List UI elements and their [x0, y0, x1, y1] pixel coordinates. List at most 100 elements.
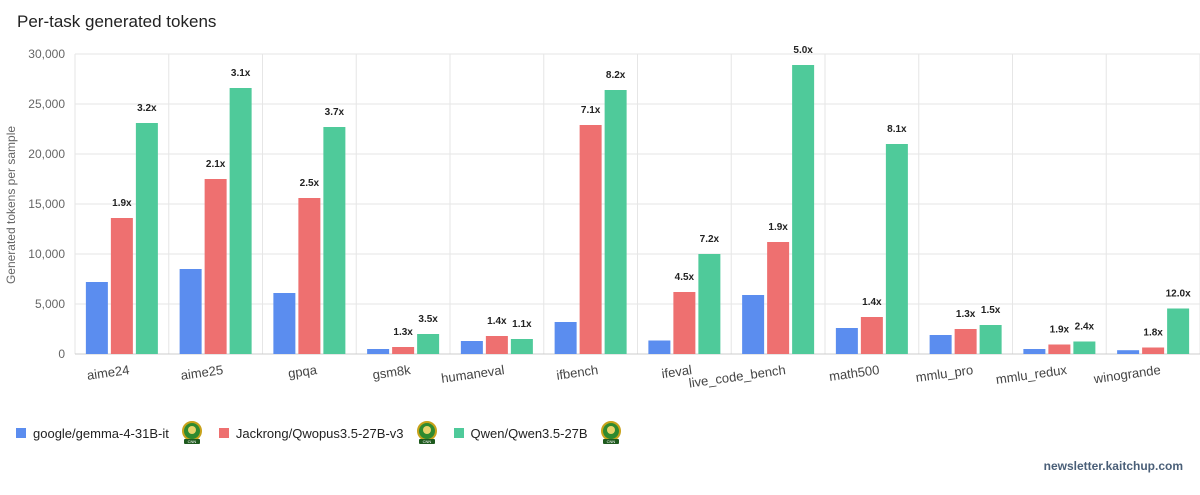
- y-tick-label: 15,000: [28, 197, 65, 211]
- bar-aime24-0[interactable]: [85, 282, 108, 354]
- legend-label-qwen: Qwen/Qwen3.5-27B: [470, 425, 588, 441]
- ratio-label-qwen: 3.1x: [231, 68, 251, 79]
- bar-mmlu_redux-1[interactable]: [1048, 344, 1071, 355]
- y-axis: 0 5,000 10,000 15,000 20,000 25,000 30,000: [28, 47, 65, 361]
- x-tick-label: aime24: [86, 362, 130, 383]
- x-tick-label: mmlu_redux: [995, 362, 1068, 387]
- grid-lines: [74, 53, 1200, 355]
- bar-ifeval-2[interactable]: [698, 254, 721, 354]
- legend-swatch-gemma: [16, 428, 26, 438]
- bar-ifbench-0[interactable]: [554, 322, 577, 354]
- ratio-label-qwen: 1.1x: [512, 319, 532, 330]
- ratio-label-jackrong: 1.3x: [393, 327, 413, 338]
- legend-item-jackrong[interactable]: Jackrong/Qwopus3.5-27B-v3 CNN: [218, 420, 438, 446]
- ratio-label-qwen: 2.4x: [1075, 322, 1095, 333]
- bar-aime25-2[interactable]: [229, 88, 252, 354]
- bar-aime24-2[interactable]: [135, 123, 158, 354]
- x-tick-label: math500: [828, 362, 880, 384]
- svg-text:CNN: CNN: [188, 439, 197, 444]
- bar-aime25-0[interactable]: [179, 269, 202, 354]
- bar-humaneval-2[interactable]: [510, 339, 533, 354]
- x-tick-label: aime25: [180, 362, 224, 383]
- y-tick-label: 25,000: [28, 97, 65, 111]
- bar-winogrande-0[interactable]: [1117, 350, 1140, 354]
- ratio-label-qwen: 12.0x: [1166, 289, 1191, 300]
- x-tick-label: ifbench: [555, 362, 599, 383]
- x-tick-label: ifeval: [661, 362, 693, 381]
- bar-live_code_bench-2[interactable]: [792, 65, 815, 354]
- bar-winogrande-2[interactable]: [1167, 308, 1190, 355]
- bar-gpqa-1[interactable]: [298, 198, 321, 354]
- legend-swatch-qwen: [453, 428, 464, 438]
- ratio-label-jackrong: 2.1x: [206, 159, 226, 170]
- x-axis: aime24 aime25 gpqa gsm8k humaneval ifbench ife…: [86, 362, 1162, 391]
- cnn-badge-icon: CNN: [416, 421, 437, 444]
- y-tick-label: 5,000: [35, 297, 65, 311]
- ratio-label-qwen: 1.5x: [981, 305, 1001, 316]
- x-tick-label: live_code_bench: [688, 362, 787, 390]
- ratio-labels: 1.9x 3.2x 2.1x 3.1x 2.5x 3.7x 1.3x 3.5x 1.4x 1.1x…: [112, 45, 1191, 339]
- bar-ifeval-0[interactable]: [648, 340, 671, 355]
- bar-live_code_bench-0[interactable]: [742, 295, 765, 354]
- x-tick-label: humaneval: [440, 362, 505, 386]
- ratio-label-qwen: 5.0x: [793, 45, 813, 56]
- bar-mmlu_pro-2[interactable]: [979, 325, 1002, 354]
- x-tick-label: winogrande: [1092, 362, 1162, 386]
- chart-title: Per-task generated tokens: [17, 12, 217, 31]
- cnn-badge-icon: CNN: [600, 421, 621, 444]
- x-tick-label: gsm8k: [372, 362, 412, 382]
- bar-ifbench-2[interactable]: [604, 90, 627, 354]
- bar-gsm8k-0[interactable]: [367, 349, 390, 354]
- bar-ifbench-1[interactable]: [579, 125, 602, 354]
- bar-ifeval-1[interactable]: [673, 292, 696, 354]
- y-tick-label: 0: [58, 347, 65, 361]
- bar-aime25-1[interactable]: [204, 179, 227, 354]
- bar-math500-1[interactable]: [860, 317, 883, 354]
- footer-source[interactable]: newsletter.kaitchup.com: [1043, 459, 1183, 473]
- ratio-label-jackrong: 1.4x: [487, 316, 507, 327]
- ratio-label-jackrong: 1.3x: [956, 309, 976, 320]
- ratio-label-jackrong: 1.9x: [112, 198, 132, 209]
- legend: google/gemma-4-31B-it CNN Jackrong/Qwopu…: [16, 420, 638, 446]
- bar-aime24-1[interactable]: [110, 218, 133, 354]
- legend-item-gemma[interactable]: google/gemma-4-31B-it CNN: [16, 420, 203, 446]
- bar-mmlu_redux-0[interactable]: [1023, 349, 1046, 354]
- ratio-label-qwen: 8.2x: [606, 70, 626, 81]
- ratio-label-qwen: 3.2x: [137, 103, 157, 114]
- ratio-label-qwen: 3.7x: [325, 107, 345, 118]
- bar-gsm8k-1[interactable]: [392, 347, 415, 354]
- bar-gpqa-0[interactable]: [273, 293, 296, 354]
- ratio-label-qwen: 7.2x: [700, 234, 720, 245]
- y-axis-label: Generated tokens per sample: [4, 126, 18, 284]
- bar-live_code_bench-1[interactable]: [767, 242, 790, 354]
- ratio-label-jackrong: 4.5x: [675, 272, 695, 283]
- legend-item-qwen[interactable]: Qwen/Qwen3.5-27B CNN: [453, 420, 622, 446]
- bar-humaneval-1[interactable]: [485, 336, 508, 354]
- bar-gpqa-2[interactable]: [323, 127, 346, 354]
- svg-text:CNN: CNN: [422, 439, 431, 444]
- cnn-badge-icon: CNN: [181, 421, 202, 444]
- bar-math500-0[interactable]: [835, 328, 858, 354]
- bars: [85, 65, 1190, 355]
- svg-text:CNN: CNN: [606, 439, 615, 444]
- bar-math500-2[interactable]: [885, 144, 908, 354]
- bar-mmlu_pro-0[interactable]: [929, 335, 952, 354]
- ratio-label-jackrong: 1.9x: [1050, 325, 1070, 336]
- y-tick-label: 30,000: [28, 47, 65, 61]
- bar-humaneval-0[interactable]: [460, 341, 483, 354]
- y-tick-label: 20,000: [28, 147, 65, 161]
- ratio-label-qwen: 8.1x: [887, 124, 907, 135]
- legend-swatch-jackrong: [218, 428, 229, 438]
- legend-label-gemma: google/gemma-4-31B-it: [33, 425, 169, 441]
- ratio-label-jackrong: 1.8x: [1143, 328, 1163, 339]
- bar-mmlu_redux-2[interactable]: [1073, 341, 1096, 355]
- y-tick-label: 10,000: [28, 247, 65, 261]
- ratio-label-jackrong: 2.5x: [300, 178, 320, 189]
- x-tick-label: mmlu_pro: [915, 362, 974, 385]
- ratio-label-jackrong: 1.9x: [768, 222, 788, 233]
- bar-mmlu_pro-1[interactable]: [954, 329, 977, 354]
- bar-gsm8k-2[interactable]: [417, 334, 440, 354]
- legend-label-jackrong: Jackrong/Qwopus3.5-27B-v3: [235, 425, 404, 441]
- bar-winogrande-1[interactable]: [1142, 347, 1165, 355]
